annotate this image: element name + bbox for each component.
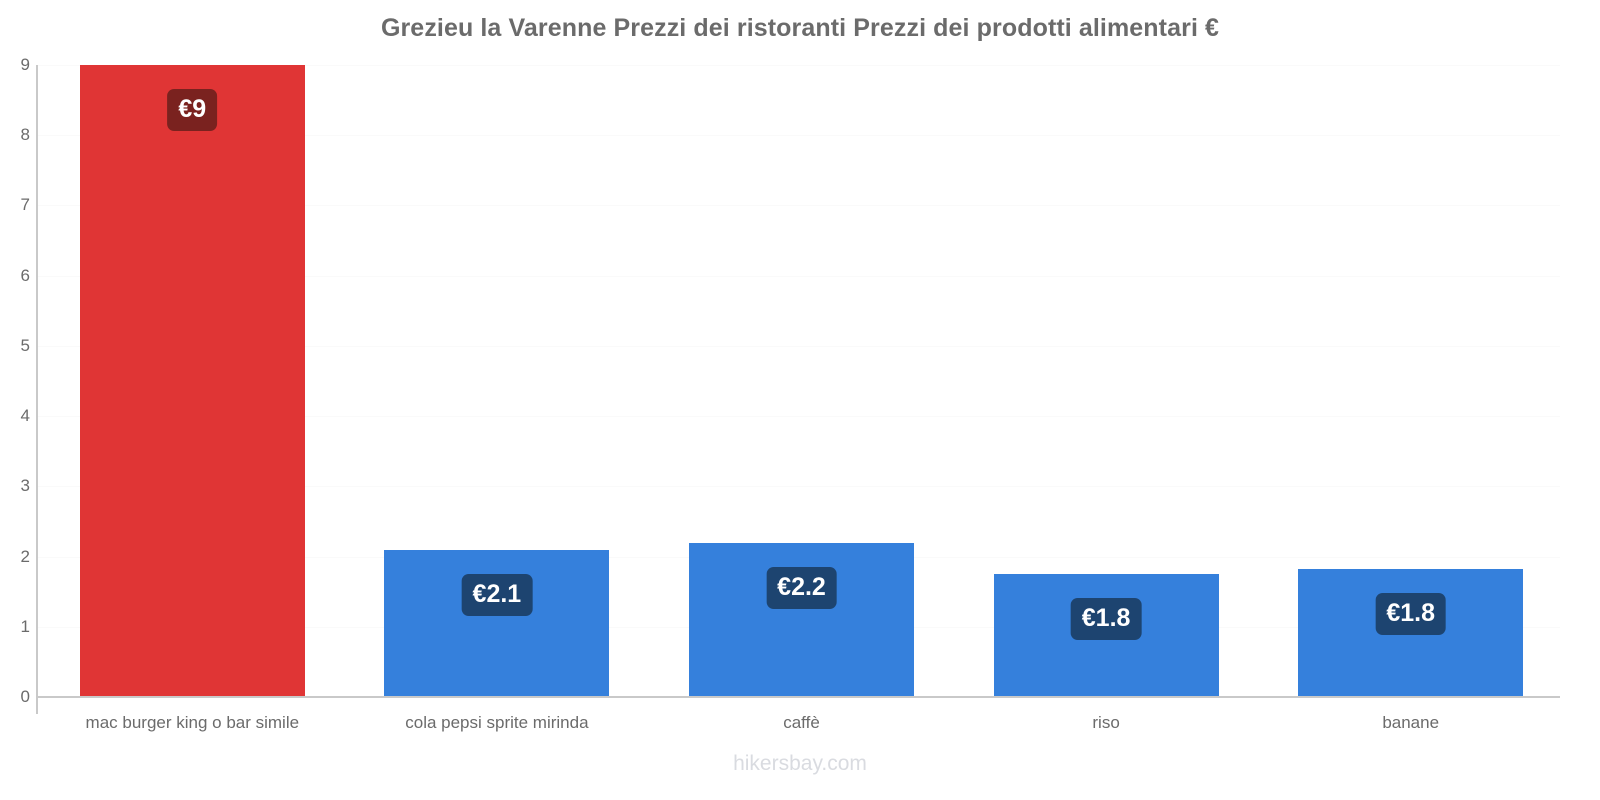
x-axis-category-label: cola pepsi sprite mirinda — [405, 713, 589, 732]
x-axis-category-label: caffè — [783, 713, 820, 732]
y-axis-line — [36, 65, 38, 698]
y-axis-tick-label: 1 — [20, 616, 30, 636]
gridline — [37, 275, 1560, 277]
y-axis-tick-label: 7 — [20, 195, 30, 215]
y-axis-tick-label: 5 — [20, 335, 30, 355]
bar-value-label: €1.8 — [1070, 598, 1142, 641]
gridline — [37, 205, 1560, 207]
bar[interactable] — [79, 65, 305, 697]
bar[interactable] — [384, 549, 610, 697]
y-axis-tick-label: 0 — [20, 687, 30, 706]
y-axis-tick-label: 3 — [20, 476, 30, 496]
y-axis-tick-label: 8 — [20, 125, 30, 145]
bar-value-label: €2.2 — [766, 566, 837, 609]
y-axis-tick-label: 6 — [20, 265, 30, 285]
gridline — [37, 416, 1560, 418]
y-axis-tick-label: 4 — [20, 406, 30, 426]
gridline — [37, 345, 1560, 347]
gridline — [37, 135, 1560, 137]
watermark-hikersbay: hikersbay.com — [733, 752, 867, 775]
gridline — [37, 65, 1560, 66]
bar-value-label: €9 — [167, 89, 218, 131]
gridline — [37, 486, 1560, 488]
chart-title: Grezieu la Varenne Prezzi dei ristoranti… — [380, 14, 1220, 42]
x-axis-category-label: banane — [1382, 713, 1440, 732]
y-axis-tick-labels: 0 1 2 3 4 5 6 7 8 9 — [0, 0, 30, 800]
bar-value-label: €1.8 — [1375, 593, 1447, 636]
bar-value-label: €2.1 — [461, 573, 533, 616]
y-axis-tick-label: 9 — [20, 55, 30, 74]
x-axis-category-label: mac burger king o bar simile — [85, 713, 300, 732]
x-axis-category-label: riso — [1092, 713, 1120, 732]
y-axis-zero-tick — [36, 698, 38, 714]
y-axis-tick-label: 2 — [20, 546, 30, 566]
x-axis-line — [37, 696, 1560, 698]
